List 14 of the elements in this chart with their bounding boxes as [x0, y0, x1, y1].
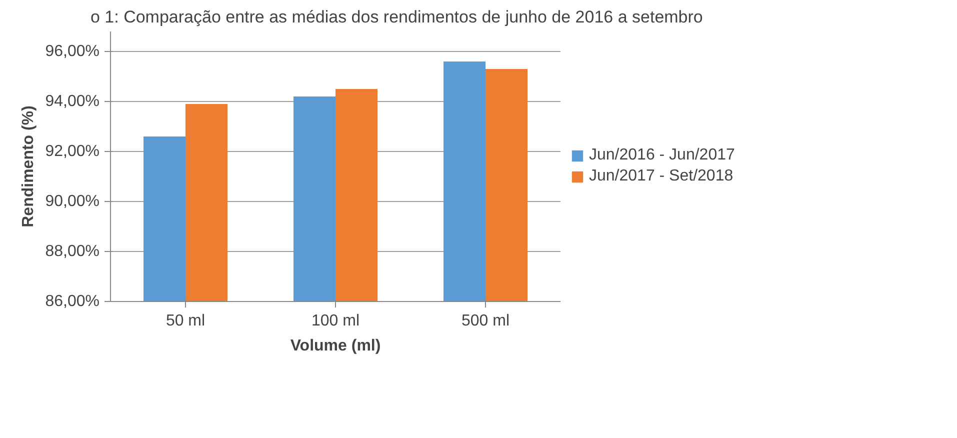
x-tick-label: 50 ml [166, 312, 206, 330]
x-tick-label: 100 ml [311, 312, 360, 330]
y-tick-label: 88,00% [45, 243, 100, 260]
y-tick-label: 96,00% [45, 43, 100, 60]
chart-title: o 1: Comparação entre as médias dos rendimentos de junho de 2016 a setembro [90, 8, 703, 26]
x-axis-title: Volume (ml) [290, 338, 381, 354]
legend-label: Jun/2016 - Jun/2017 [589, 146, 735, 164]
y-tick-label: 90,00% [45, 193, 100, 210]
y-tick-label: 86,00% [45, 293, 100, 310]
y-tick-label: 94,00% [45, 93, 100, 110]
x-tick-label: 500 ml [461, 312, 510, 330]
y-tick-label: 92,00% [45, 143, 100, 160]
y-axis-title: Rendimento (%) [20, 106, 38, 228]
legend-label: Jun/2017 - Set/2018 [589, 168, 734, 186]
